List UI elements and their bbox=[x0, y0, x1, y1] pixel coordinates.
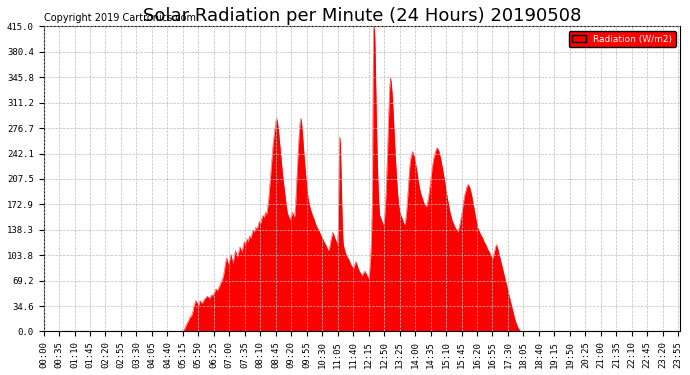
Legend: Radiation (W/m2): Radiation (W/m2) bbox=[569, 31, 676, 47]
Title: Solar Radiation per Minute (24 Hours) 20190508: Solar Radiation per Minute (24 Hours) 20… bbox=[143, 7, 581, 25]
Text: Copyright 2019 Cartronics.com: Copyright 2019 Cartronics.com bbox=[44, 13, 196, 24]
